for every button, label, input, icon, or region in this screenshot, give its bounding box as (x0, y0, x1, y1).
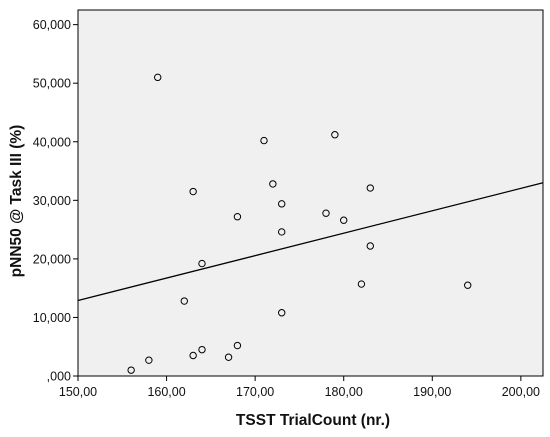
data-point (127, 366, 135, 374)
x-tick-label: 190,00 (413, 385, 451, 399)
data-point (233, 341, 242, 350)
y-tick-label: 40,000 (33, 135, 71, 149)
y-tick-label: 20,000 (33, 252, 71, 266)
data-point (331, 131, 339, 139)
y-tick-label: ,000 (47, 370, 71, 384)
data-point (145, 356, 153, 364)
y-tick-label: 60,000 (33, 18, 71, 32)
data-point (233, 213, 242, 221)
data-point (357, 280, 366, 288)
x-axis: 150,00 160,00 170,00 180,00 190,00 200,00 (59, 376, 540, 399)
y-axis-title: pNN50 @ Task III (%) (8, 125, 25, 278)
data-point (278, 200, 286, 208)
data-point (189, 187, 197, 196)
y-axis: ,000 10,000 20,000 30,000 40,000 50,000 60,000 (33, 18, 78, 384)
data-point (366, 242, 374, 250)
data-point (224, 353, 233, 361)
x-tick-label: 200,00 (502, 385, 540, 399)
data-point (189, 351, 197, 360)
x-tick-label: 170,00 (236, 385, 274, 399)
y-tick-label: 30,000 (33, 194, 71, 208)
data-point (278, 228, 286, 236)
data-point (278, 309, 286, 317)
data-points (127, 73, 472, 374)
y-tick-label: 50,000 (33, 77, 71, 91)
data-point (198, 345, 206, 354)
x-tick-label: 160,00 (147, 385, 185, 399)
data-point (464, 281, 472, 289)
data-point (366, 184, 374, 192)
data-point (198, 259, 206, 268)
data-point (260, 136, 268, 145)
data-point (154, 73, 162, 82)
plot-area (77, 9, 544, 377)
y-tick-label: 10,000 (33, 311, 71, 325)
data-point (322, 209, 330, 217)
x-tick-label: 180,00 (325, 385, 363, 399)
data-point (340, 216, 348, 224)
x-tick-label: 150,00 (59, 385, 97, 399)
data-point (180, 297, 188, 305)
data-point (269, 180, 277, 188)
x-axis-title: TSST TrialCount (nr.) (236, 412, 390, 429)
fit-line (77, 182, 544, 302)
